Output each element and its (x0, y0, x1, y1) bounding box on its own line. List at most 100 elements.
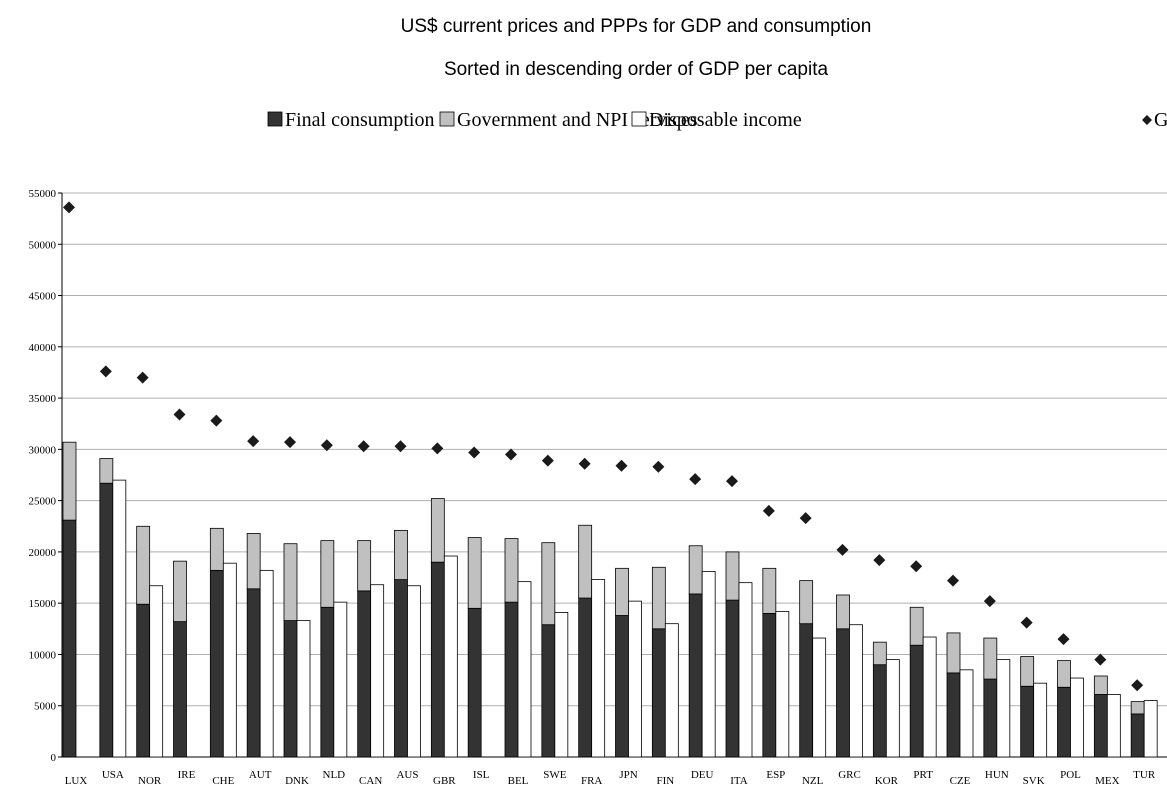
bar-segment (541, 542, 556, 626)
bar-segment (1093, 675, 1108, 695)
bar-segment (762, 567, 777, 614)
point (578, 457, 591, 470)
bar (149, 585, 164, 758)
x-tick-label: NZL (802, 775, 824, 787)
bar (849, 624, 863, 758)
bar-segment (136, 525, 151, 605)
bar-segment (872, 664, 887, 758)
point (910, 560, 923, 573)
bar (112, 479, 127, 758)
bar-segment (946, 672, 961, 758)
x-tick-label: CZE (950, 775, 971, 787)
x-tick-label: NLD (323, 769, 346, 781)
x-tick-label: FIN (656, 775, 674, 787)
bar-segment (541, 624, 556, 758)
point (799, 512, 812, 525)
bar-segment (467, 607, 482, 758)
y-tick-label: 50000 (29, 239, 57, 251)
bar (996, 659, 1011, 758)
point (983, 595, 996, 608)
point (615, 459, 628, 472)
bar-segment (1057, 686, 1071, 758)
bar-segment (430, 561, 445, 758)
x-tick-label: POL (1060, 769, 1081, 781)
legend-marker (439, 111, 455, 127)
bar (554, 612, 569, 758)
x-tick-label: IRE (178, 769, 196, 781)
legend-label: GDP (1154, 109, 1167, 131)
bar-segment (394, 579, 408, 758)
bar-segment (246, 533, 261, 590)
point (541, 454, 554, 467)
point (1094, 653, 1107, 666)
x-tick-label: SWE (543, 769, 567, 781)
point (1020, 616, 1033, 629)
point (357, 440, 370, 453)
bar (775, 610, 790, 758)
point (1057, 633, 1070, 646)
chart-subtitle: Sorted in descending order of GDP per ca… (444, 59, 829, 80)
bar-segment (615, 615, 629, 758)
bar (1106, 694, 1121, 758)
x-tick-label: ESP (766, 769, 785, 781)
bar-segment (836, 594, 850, 630)
point (836, 543, 849, 556)
point (726, 475, 738, 488)
bar (222, 562, 237, 758)
bar-segment (1057, 660, 1071, 688)
bar-segment (725, 599, 740, 758)
y-tick-label: 10000 (29, 649, 57, 661)
y-tick-label: 45000 (29, 291, 57, 303)
x-tick-label: CAN (359, 775, 382, 787)
bar-segment (209, 569, 224, 758)
legend-label: Final consumption (285, 109, 434, 131)
point (136, 371, 149, 384)
x-tick-label: BEL (508, 775, 529, 787)
y-tick-label: 5000 (34, 701, 57, 713)
x-tick-label: AUS (396, 769, 418, 781)
bar-segment (983, 678, 998, 758)
point (173, 408, 186, 421)
bar-segment (504, 601, 519, 758)
legend-marker (267, 111, 283, 127)
x-tick-label: DNK (285, 775, 309, 787)
bar-segment (394, 529, 408, 580)
point (210, 414, 223, 427)
bar-segment (909, 606, 924, 646)
bar (296, 620, 311, 758)
y-tick-label: 20000 (29, 547, 57, 559)
y-tick-label: 35000 (29, 393, 57, 405)
point (431, 442, 444, 455)
point (284, 436, 296, 449)
x-tick-label: SVK (1023, 775, 1045, 787)
point (873, 554, 886, 567)
bar-segment (651, 628, 666, 758)
x-tick-label: ITA (730, 775, 748, 787)
bar-segment (209, 527, 224, 571)
plot-area: 0 5000 10000 15000 20000 25000 30000 35000 40000… (29, 188, 1167, 787)
y-tick-label: 55000 (29, 188, 57, 200)
x-tick-label: ISL (473, 769, 490, 781)
bar (701, 570, 716, 758)
bar-segment (320, 606, 335, 758)
bar (1033, 682, 1048, 758)
bar-segment (283, 620, 298, 758)
bar (1143, 700, 1158, 758)
bar-segment (946, 632, 961, 674)
bar-segment (430, 498, 445, 563)
bar (628, 600, 642, 758)
bar-segment (136, 603, 151, 758)
bar-segment (62, 519, 77, 758)
bar-segment (504, 538, 519, 603)
bar (664, 623, 679, 758)
bar-segment (688, 545, 703, 595)
bar-segment (1093, 694, 1108, 758)
x-tick-label: KOR (875, 775, 899, 787)
x-tick-label: HUN (985, 769, 1009, 781)
bar (370, 584, 385, 758)
y-tick-label: 0 (51, 752, 57, 764)
bar-segment (578, 597, 593, 758)
bar-segment (1020, 685, 1035, 758)
bar-segment (651, 566, 666, 630)
